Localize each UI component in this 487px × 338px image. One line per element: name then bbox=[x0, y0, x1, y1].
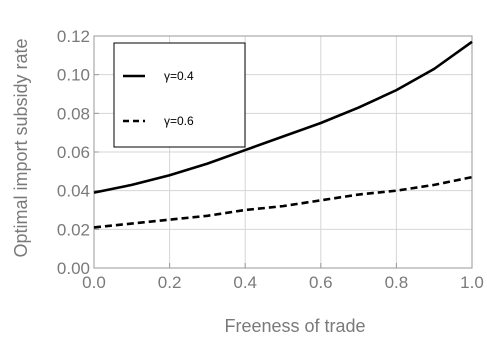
y-tick-label: 0.02 bbox=[57, 220, 90, 239]
y-tick-label: 0.00 bbox=[57, 259, 90, 278]
x-tick-label: 0.8 bbox=[385, 273, 409, 292]
x-tick-label: 1.0 bbox=[460, 273, 484, 292]
x-tick-label: 0.4 bbox=[233, 273, 257, 292]
y-tick-label: 0.12 bbox=[57, 27, 90, 46]
legend-label-series-1: γ=0.4 bbox=[164, 69, 194, 83]
y-axis-label: Optimal import subsidy rate bbox=[11, 38, 31, 257]
legend: γ=0.4 γ=0.6 bbox=[113, 42, 246, 148]
x-tick-label: 0.2 bbox=[158, 273, 182, 292]
x-tick-label: 0.6 bbox=[309, 273, 333, 292]
series-group bbox=[93, 40, 473, 229]
y-tick-label: 0.08 bbox=[57, 104, 90, 123]
axis-ticks: 0.0 0.2 0.4 0.6 0.8 1.0 0.00 0.02 0.04 0.06 0.08 0.… bbox=[57, 27, 484, 292]
legend-label-series-2: γ=0.6 bbox=[164, 114, 194, 128]
y-tick-label: 0.06 bbox=[57, 143, 90, 162]
x-tick-label: 0.0 bbox=[82, 273, 106, 292]
legend-box bbox=[113, 42, 246, 148]
y-tick-label: 0.10 bbox=[57, 66, 90, 85]
x-axis-label: Freeness of trade bbox=[224, 316, 365, 336]
series-line-2 bbox=[93, 175, 473, 229]
y-tick-label: 0.04 bbox=[57, 182, 90, 201]
series-line-1 bbox=[93, 40, 473, 194]
